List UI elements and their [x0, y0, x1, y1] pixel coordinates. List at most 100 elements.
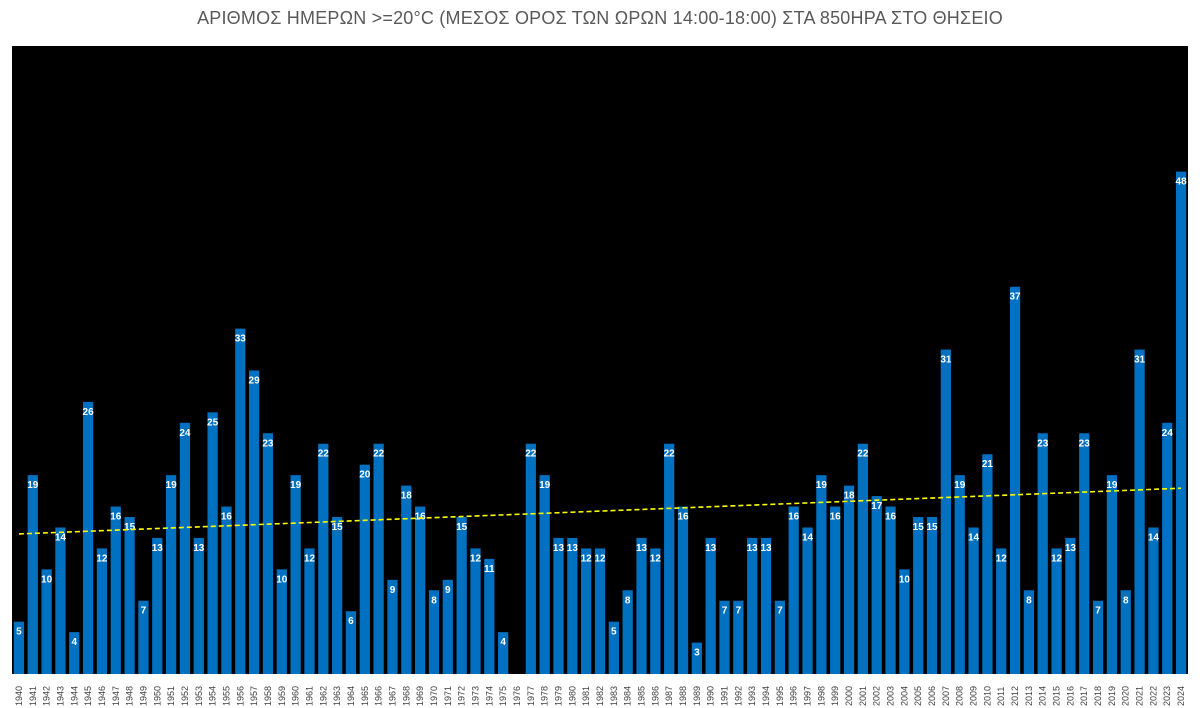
value-label-1946: 12 [96, 553, 108, 564]
bar-2011 [996, 548, 1007, 674]
x-tick-1971: 1971 [443, 686, 453, 706]
x-tick-2001: 2001 [858, 686, 868, 706]
value-label-1990: 13 [705, 543, 717, 554]
value-label-1974: 11 [484, 564, 495, 575]
x-tick-2024: 2024 [1176, 686, 1186, 706]
value-label-2024: 48 [1176, 177, 1188, 188]
bar-1965 [359, 464, 370, 674]
bar-1943 [55, 527, 66, 674]
bar-1975 [498, 632, 509, 674]
x-tick-2013: 2013 [1024, 686, 1034, 706]
x-tick-1946: 1946 [97, 686, 107, 706]
x-tick-1944: 1944 [69, 686, 79, 706]
bar-2014 [1037, 433, 1048, 674]
x-tick-2012: 2012 [1010, 686, 1020, 706]
x-tick-2014: 2014 [1038, 686, 1048, 706]
x-tick-2023: 2023 [1162, 686, 1172, 706]
bar-1944 [69, 632, 80, 674]
value-label-2020: 8 [1123, 595, 1129, 606]
value-label-1944: 4 [71, 637, 77, 648]
value-label-1955: 16 [221, 512, 233, 523]
bar-1958 [262, 433, 274, 674]
bar-1954 [207, 412, 218, 674]
x-tick-2016: 2016 [1065, 686, 1075, 706]
value-label-2002: 17 [871, 501, 883, 512]
x-tick-1979: 1979 [553, 686, 563, 706]
bar-2004 [899, 569, 910, 674]
x-tick-2003: 2003 [886, 686, 896, 706]
value-label-1997: 14 [802, 532, 814, 543]
value-label-1995: 7 [777, 606, 783, 617]
x-tick-2017: 2017 [1079, 686, 1089, 706]
x-tick-1974: 1974 [484, 686, 494, 706]
x-tick-1951: 1951 [166, 686, 176, 706]
value-label-2001: 22 [857, 449, 869, 460]
x-tick-2002: 2002 [872, 686, 882, 706]
x-tick-2020: 2020 [1121, 686, 1131, 706]
bar-2016 [1065, 537, 1076, 674]
bar-1961 [304, 548, 315, 674]
value-label-1987: 22 [664, 449, 676, 460]
x-tick-2000: 2000 [844, 686, 854, 706]
x-tick-2009: 2009 [969, 686, 979, 706]
value-label-1996: 16 [788, 512, 800, 523]
bar-2003 [885, 506, 896, 674]
x-tick-1976: 1976 [512, 686, 522, 706]
bar-1998 [816, 475, 827, 674]
x-tick-1963: 1963 [332, 686, 342, 706]
x-tick-1942: 1942 [42, 686, 52, 706]
value-label-1970: 8 [431, 595, 437, 606]
bar-1949 [138, 600, 149, 674]
bar-1950 [152, 537, 163, 674]
bar-1982 [594, 548, 606, 674]
x-tick-1987: 1987 [664, 686, 674, 706]
bar-2001 [857, 443, 868, 674]
value-label-1951: 19 [166, 480, 178, 491]
x-tick-1993: 1993 [747, 686, 757, 706]
bar-1972 [456, 517, 467, 674]
bar-2009 [968, 527, 979, 674]
bar-1974 [484, 558, 495, 674]
bar-1990 [705, 537, 716, 674]
bar-1991 [719, 600, 730, 674]
value-label-1948: 15 [124, 522, 136, 533]
bar-1968 [401, 485, 412, 674]
value-label-1975: 4 [500, 637, 506, 648]
bar-1952 [179, 422, 191, 674]
x-tick-1965: 1965 [360, 686, 370, 706]
x-tick-2005: 2005 [913, 686, 923, 706]
bar-2018 [1092, 600, 1104, 674]
value-label-2013: 8 [1026, 595, 1032, 606]
value-label-1993: 13 [747, 543, 759, 554]
x-tick-1948: 1948 [125, 686, 135, 706]
bar-1997 [802, 527, 813, 674]
value-label-2018: 7 [1095, 606, 1101, 617]
bar-1999 [830, 506, 841, 674]
bar-1973 [470, 548, 481, 674]
value-label-1954: 25 [207, 417, 219, 428]
x-tick-1977: 1977 [526, 686, 536, 706]
x-tick-2022: 2022 [1148, 686, 1158, 706]
x-tick-1956: 1956 [235, 686, 245, 706]
value-label-1966: 22 [373, 449, 385, 460]
bar-1964 [345, 611, 357, 674]
x-tick-1953: 1953 [194, 686, 204, 706]
x-tick-1962: 1962 [318, 686, 328, 706]
bar-1945 [82, 401, 94, 674]
value-label-1943: 14 [55, 532, 67, 543]
value-label-1965: 20 [359, 470, 371, 481]
value-label-1968: 18 [401, 491, 413, 502]
x-tick-1978: 1978 [540, 686, 550, 706]
x-tick-1985: 1985 [637, 686, 647, 706]
bar-1946 [96, 548, 108, 674]
x-tick-2006: 2006 [927, 686, 937, 706]
x-tick-1990: 1990 [706, 686, 716, 706]
trendline [18, 487, 1182, 535]
bar-1987 [664, 443, 675, 674]
bar-1992 [733, 600, 744, 674]
value-label-1957: 29 [249, 375, 261, 386]
x-tick-1996: 1996 [789, 686, 799, 706]
value-label-2011: 12 [996, 553, 1008, 564]
bar-1994 [760, 537, 772, 674]
